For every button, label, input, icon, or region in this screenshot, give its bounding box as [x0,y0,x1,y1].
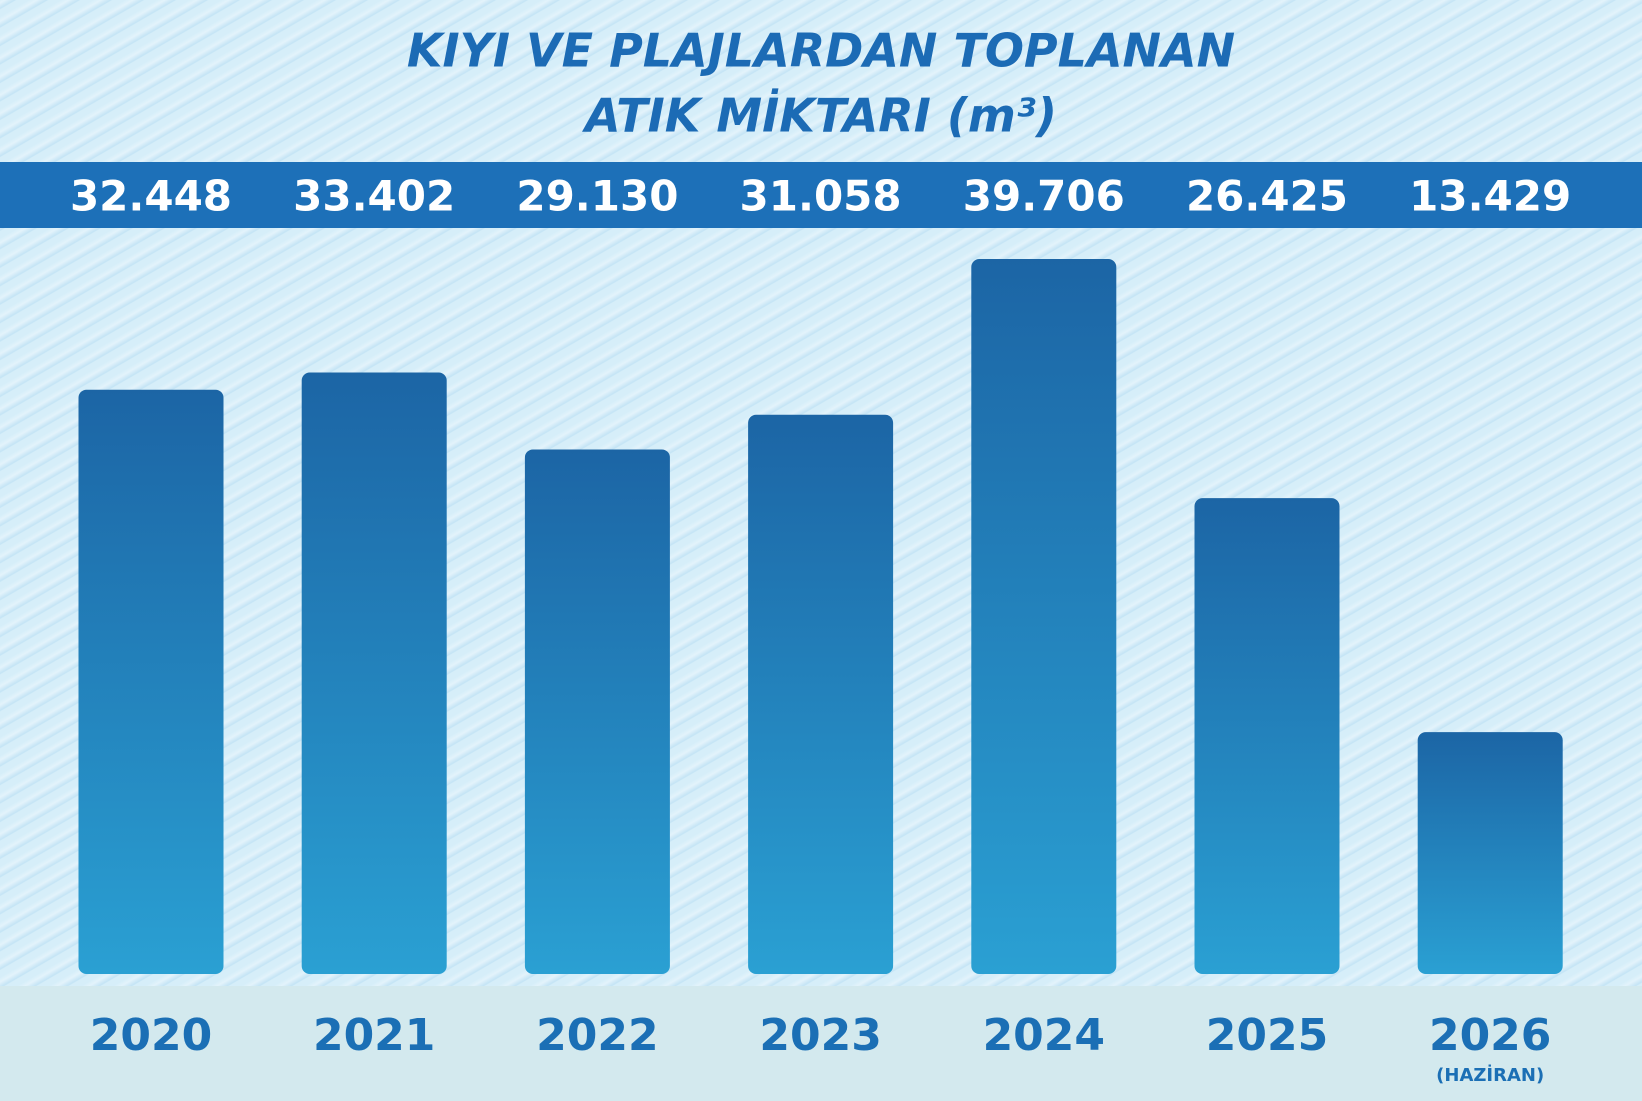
bar [78,389,224,974]
footer-strip [0,986,1642,1101]
x-tick-label: 2023 [759,1010,881,1061]
bar [1417,732,1563,974]
bar [524,449,670,974]
value-label: 32.448 [70,172,232,221]
x-tick-label: 2025 [1206,1010,1328,1061]
value-label: 13.429 [1409,172,1571,221]
x-tick-label: 2020 [90,1010,212,1061]
value-label: 33.402 [293,172,455,221]
bar [748,414,894,974]
value-band [0,162,1642,228]
chart-title: KIYI VE PLAJLARDAN TOPLANAN [407,24,1235,78]
x-tick-label: 2022 [536,1010,658,1061]
x-tick-label: 2021 [313,1010,435,1061]
value-label: 29.130 [516,172,678,221]
bar [971,259,1117,974]
x-tick-label: 2026 [1429,1010,1551,1061]
value-label: 26.425 [1186,172,1348,221]
x-tick-label: 2024 [983,1010,1105,1061]
value-label: 31.058 [740,172,902,221]
value-label: 39.706 [963,172,1125,221]
chart-title: ATIK MİKTARI (m³) [582,89,1057,143]
bar [1194,498,1340,974]
bar [301,372,447,974]
x-tick-sublabel: (HAZİRAN) [1436,1064,1544,1086]
